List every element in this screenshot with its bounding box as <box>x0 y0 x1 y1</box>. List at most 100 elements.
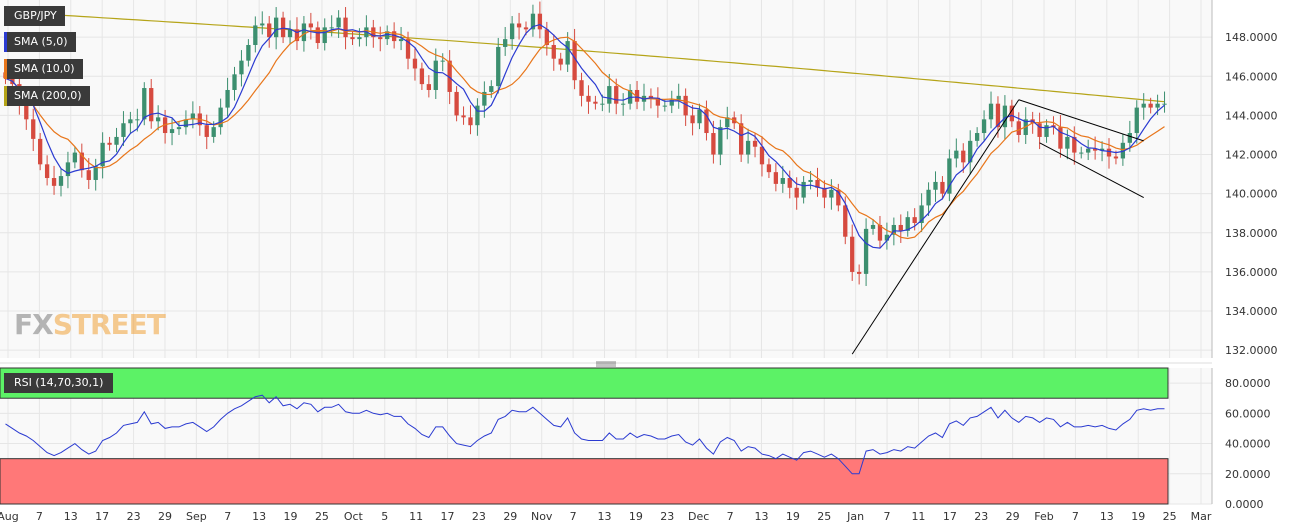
candle-body <box>260 23 265 26</box>
candle-body <box>454 91 459 116</box>
candle-body <box>107 142 112 145</box>
x-tick-label: 23 <box>660 510 674 523</box>
legend-sma-10[interactable]: SMA (10,0) <box>4 59 83 79</box>
candle-body <box>884 234 890 241</box>
candle-body <box>1079 152 1084 154</box>
candle-body <box>86 170 91 180</box>
y-tick-label: 142.0000 <box>1225 149 1278 162</box>
candle-body <box>558 58 563 65</box>
candle-body <box>336 17 341 28</box>
candle-body <box>190 113 196 120</box>
x-tick-label: Mar <box>1191 510 1212 523</box>
candle-body <box>149 88 154 122</box>
y-axis-labels: 148.0000 146.0000 144.0000 142.0000 140.0000… <box>1225 31 1278 511</box>
x-tick-label: 17 <box>441 510 455 523</box>
candle-body <box>315 27 320 44</box>
x-tick-label: Oct <box>344 510 364 523</box>
rsi-label-text: RSI (14,70,30,1) <box>14 376 104 389</box>
candle-body <box>995 103 1001 128</box>
candle-body <box>273 17 279 38</box>
candle-body <box>468 117 473 126</box>
x-tick-label: 25 <box>315 510 329 523</box>
candle-body <box>926 189 931 206</box>
sma-layer <box>5 23 1165 249</box>
x-tick-label: 17 <box>943 510 957 523</box>
instrument-label-text: GBP/JPY <box>14 9 57 22</box>
legend-sma-200-swatch <box>4 86 7 106</box>
candle-body <box>704 109 709 134</box>
candle-body <box>711 133 716 155</box>
x-tick-label: 7 <box>727 510 734 523</box>
y-tick-label: 138.0000 <box>1225 227 1278 240</box>
x-tick-label: 19 <box>1131 510 1145 523</box>
x-tick-label: Aug <box>0 510 19 523</box>
candle-body <box>1106 148 1112 157</box>
pane-resize-handle[interactable] <box>596 361 616 367</box>
legend-sma-5[interactable]: SMA (5,0) <box>4 32 76 52</box>
legend-sma-200[interactable]: SMA (200,0) <box>4 86 90 106</box>
candle-body <box>308 23 314 28</box>
candle-body <box>607 86 612 104</box>
candle-body <box>51 178 57 186</box>
candle-body <box>947 158 952 194</box>
x-tick-label: 5 <box>381 510 388 523</box>
candle-body <box>142 88 147 120</box>
x-tick-label: 13 <box>598 510 612 523</box>
x-tick-label: Jan <box>846 510 864 523</box>
candle-body <box>114 136 119 145</box>
rsi-layer <box>5 394 1165 475</box>
candle-body <box>38 138 43 165</box>
logo-street: STREET <box>52 308 166 341</box>
x-tick-label: 29 <box>158 510 172 523</box>
legend-sma-5-label: SMA (5,0) <box>14 35 68 48</box>
candle-body <box>350 37 355 40</box>
x-tick-label: 25 <box>817 510 831 523</box>
x-tick-label: 23 <box>127 510 141 523</box>
x-axis-labels: Aug 7 13 17 23 29 Sep 7 13 19 25 Oct 5 11 17 23 29 Nov 7 13… <box>0 510 1212 523</box>
candle-body <box>156 117 161 122</box>
candle-body <box>1120 142 1126 159</box>
rsi-label[interactable]: RSI (14,70,30,1) <box>4 373 114 393</box>
candle-body <box>843 205 848 237</box>
y-tick-label: 140.0000 <box>1225 188 1278 201</box>
candle-body <box>801 181 806 198</box>
sma-5-line <box>5 23 1165 249</box>
x-tick-label: 19 <box>629 510 643 523</box>
candle-body <box>621 103 626 105</box>
x-tick-label: 13 <box>1100 510 1114 523</box>
candle-body <box>1099 148 1105 151</box>
candle-body <box>718 127 723 155</box>
y-tick-label: 134.0000 <box>1225 305 1278 318</box>
x-tick-label: 7 <box>884 510 891 523</box>
candle-body <box>31 119 36 139</box>
candle-body <box>398 39 404 42</box>
candle-body <box>232 74 237 90</box>
candle-body <box>725 117 730 128</box>
candle-body <box>516 23 522 28</box>
rsi-y-tick-label: 60.0000 <box>1225 407 1271 420</box>
candle-body <box>614 86 619 104</box>
candle-body <box>135 119 140 121</box>
sma-10-line <box>5 28 1165 240</box>
candle-body <box>954 150 959 159</box>
candle-body <box>829 189 834 198</box>
candle-body <box>905 217 910 231</box>
candle-body <box>544 29 549 45</box>
candle-body <box>593 101 598 104</box>
rsi-overbought-zone <box>0 367 1169 399</box>
candle-body <box>572 41 577 81</box>
candle-body <box>1044 125 1049 137</box>
y-tick-label: 148.0000 <box>1225 31 1278 44</box>
candle-body <box>246 44 251 61</box>
candle-body <box>662 105 667 107</box>
rsi-oversold-zone <box>0 458 1169 505</box>
candle-body <box>1009 105 1014 122</box>
rsi-y-tick-label: 80.0000 <box>1225 377 1271 390</box>
candle-body <box>433 60 438 90</box>
candle-body <box>503 39 508 47</box>
candle-body <box>1002 105 1008 128</box>
candle-body <box>343 17 348 38</box>
x-tick-label: Sep <box>186 510 207 523</box>
candle-body <box>65 162 71 177</box>
